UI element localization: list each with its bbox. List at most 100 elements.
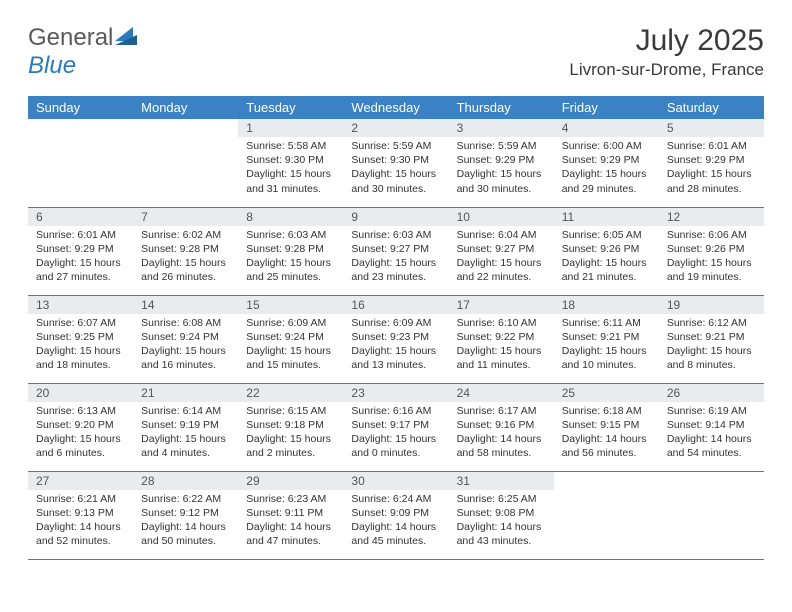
calendar-cell: 4Sunrise: 6:00 AMSunset: 9:29 PMDaylight… bbox=[554, 119, 659, 207]
day-number: 18 bbox=[554, 296, 659, 314]
day-data: Sunrise: 6:24 AMSunset: 9:09 PMDaylight:… bbox=[343, 490, 448, 555]
calendar-cell: 24Sunrise: 6:17 AMSunset: 9:16 PMDayligh… bbox=[449, 383, 554, 471]
calendar-cell: 27Sunrise: 6:21 AMSunset: 9:13 PMDayligh… bbox=[28, 471, 133, 559]
day-data: Sunrise: 6:09 AMSunset: 9:23 PMDaylight:… bbox=[343, 314, 448, 379]
calendar-cell: 14Sunrise: 6:08 AMSunset: 9:24 PMDayligh… bbox=[133, 295, 238, 383]
page-title: July 2025 bbox=[569, 24, 764, 58]
day-number: 13 bbox=[28, 296, 133, 314]
day-data: Sunrise: 6:17 AMSunset: 9:16 PMDaylight:… bbox=[449, 402, 554, 467]
logo-word-blue: Blue bbox=[28, 52, 76, 79]
calendar-cell: 9Sunrise: 6:03 AMSunset: 9:27 PMDaylight… bbox=[343, 207, 448, 295]
logo-text: General Blue bbox=[28, 24, 137, 80]
calendar-cell: 30Sunrise: 6:24 AMSunset: 9:09 PMDayligh… bbox=[343, 471, 448, 559]
day-data: Sunrise: 6:06 AMSunset: 9:26 PMDaylight:… bbox=[659, 226, 764, 291]
calendar-cell: 1Sunrise: 5:58 AMSunset: 9:30 PMDaylight… bbox=[238, 119, 343, 207]
page-subtitle: Livron-sur-Drome, France bbox=[569, 60, 764, 80]
title-block: July 2025 Livron-sur-Drome, France bbox=[569, 24, 764, 80]
day-number: 26 bbox=[659, 384, 764, 402]
calendar-cell: 6Sunrise: 6:01 AMSunset: 9:29 PMDaylight… bbox=[28, 207, 133, 295]
day-number: 25 bbox=[554, 384, 659, 402]
calendar-cell: 29Sunrise: 6:23 AMSunset: 9:11 PMDayligh… bbox=[238, 471, 343, 559]
calendar-cell: 21Sunrise: 6:14 AMSunset: 9:19 PMDayligh… bbox=[133, 383, 238, 471]
day-data: Sunrise: 6:05 AMSunset: 9:26 PMDaylight:… bbox=[554, 226, 659, 291]
day-number: 28 bbox=[133, 472, 238, 490]
calendar-cell bbox=[659, 471, 764, 559]
day-data: Sunrise: 6:21 AMSunset: 9:13 PMDaylight:… bbox=[28, 490, 133, 555]
day-data: Sunrise: 6:03 AMSunset: 9:28 PMDaylight:… bbox=[238, 226, 343, 291]
day-data: Sunrise: 6:00 AMSunset: 9:29 PMDaylight:… bbox=[554, 137, 659, 202]
day-header-sunday: Sunday bbox=[28, 96, 133, 119]
calendar-week-row: 1Sunrise: 5:58 AMSunset: 9:30 PMDaylight… bbox=[28, 119, 764, 207]
day-data: Sunrise: 6:12 AMSunset: 9:21 PMDaylight:… bbox=[659, 314, 764, 379]
day-data: Sunrise: 6:08 AMSunset: 9:24 PMDaylight:… bbox=[133, 314, 238, 379]
day-number: 30 bbox=[343, 472, 448, 490]
day-data: Sunrise: 6:23 AMSunset: 9:11 PMDaylight:… bbox=[238, 490, 343, 555]
day-header-friday: Friday bbox=[554, 96, 659, 119]
day-number: 27 bbox=[28, 472, 133, 490]
day-data: Sunrise: 6:19 AMSunset: 9:14 PMDaylight:… bbox=[659, 402, 764, 467]
calendar-cell: 7Sunrise: 6:02 AMSunset: 9:28 PMDaylight… bbox=[133, 207, 238, 295]
day-number: 14 bbox=[133, 296, 238, 314]
day-number: 5 bbox=[659, 119, 764, 137]
day-number: 6 bbox=[28, 208, 133, 226]
day-data: Sunrise: 6:01 AMSunset: 9:29 PMDaylight:… bbox=[28, 226, 133, 291]
day-number: 29 bbox=[238, 472, 343, 490]
day-number: 22 bbox=[238, 384, 343, 402]
calendar-cell: 19Sunrise: 6:12 AMSunset: 9:21 PMDayligh… bbox=[659, 295, 764, 383]
calendar-cell: 2Sunrise: 5:59 AMSunset: 9:30 PMDaylight… bbox=[343, 119, 448, 207]
day-number: 31 bbox=[449, 472, 554, 490]
day-number: 2 bbox=[343, 119, 448, 137]
logo-word-general: General bbox=[28, 24, 113, 51]
day-data: Sunrise: 5:59 AMSunset: 9:30 PMDaylight:… bbox=[343, 137, 448, 202]
day-number: 21 bbox=[133, 384, 238, 402]
calendar-cell: 28Sunrise: 6:22 AMSunset: 9:12 PMDayligh… bbox=[133, 471, 238, 559]
day-number: 7 bbox=[133, 208, 238, 226]
day-header-wednesday: Wednesday bbox=[343, 96, 448, 119]
day-number: 4 bbox=[554, 119, 659, 137]
calendar-cell: 11Sunrise: 6:05 AMSunset: 9:26 PMDayligh… bbox=[554, 207, 659, 295]
calendar-cell: 3Sunrise: 5:59 AMSunset: 9:29 PMDaylight… bbox=[449, 119, 554, 207]
day-data: Sunrise: 6:04 AMSunset: 9:27 PMDaylight:… bbox=[449, 226, 554, 291]
day-number: 24 bbox=[449, 384, 554, 402]
calendar-cell: 18Sunrise: 6:11 AMSunset: 9:21 PMDayligh… bbox=[554, 295, 659, 383]
day-header-tuesday: Tuesday bbox=[238, 96, 343, 119]
calendar-week-row: 13Sunrise: 6:07 AMSunset: 9:25 PMDayligh… bbox=[28, 295, 764, 383]
day-data: Sunrise: 6:15 AMSunset: 9:18 PMDaylight:… bbox=[238, 402, 343, 467]
day-number: 19 bbox=[659, 296, 764, 314]
day-number: 8 bbox=[238, 208, 343, 226]
day-number: 1 bbox=[238, 119, 343, 137]
calendar-table: SundayMondayTuesdayWednesdayThursdayFrid… bbox=[28, 96, 764, 560]
day-number: 17 bbox=[449, 296, 554, 314]
calendar-body: 1Sunrise: 5:58 AMSunset: 9:30 PMDaylight… bbox=[28, 119, 764, 559]
day-data: Sunrise: 5:59 AMSunset: 9:29 PMDaylight:… bbox=[449, 137, 554, 202]
calendar-week-row: 6Sunrise: 6:01 AMSunset: 9:29 PMDaylight… bbox=[28, 207, 764, 295]
day-data: Sunrise: 6:10 AMSunset: 9:22 PMDaylight:… bbox=[449, 314, 554, 379]
day-data: Sunrise: 6:03 AMSunset: 9:27 PMDaylight:… bbox=[343, 226, 448, 291]
calendar-cell: 12Sunrise: 6:06 AMSunset: 9:26 PMDayligh… bbox=[659, 207, 764, 295]
calendar-cell bbox=[133, 119, 238, 207]
day-number: 11 bbox=[554, 208, 659, 226]
day-number: 15 bbox=[238, 296, 343, 314]
calendar-cell: 5Sunrise: 6:01 AMSunset: 9:29 PMDaylight… bbox=[659, 119, 764, 207]
day-data: Sunrise: 6:18 AMSunset: 9:15 PMDaylight:… bbox=[554, 402, 659, 467]
calendar-cell: 17Sunrise: 6:10 AMSunset: 9:22 PMDayligh… bbox=[449, 295, 554, 383]
calendar-cell: 10Sunrise: 6:04 AMSunset: 9:27 PMDayligh… bbox=[449, 207, 554, 295]
day-number: 20 bbox=[28, 384, 133, 402]
header: General Blue July 2025 Livron-sur-Drome,… bbox=[28, 24, 764, 80]
day-data: Sunrise: 6:07 AMSunset: 9:25 PMDaylight:… bbox=[28, 314, 133, 379]
calendar-week-row: 27Sunrise: 6:21 AMSunset: 9:13 PMDayligh… bbox=[28, 471, 764, 559]
calendar-cell: 16Sunrise: 6:09 AMSunset: 9:23 PMDayligh… bbox=[343, 295, 448, 383]
logo: General Blue bbox=[28, 24, 137, 80]
day-data: Sunrise: 5:58 AMSunset: 9:30 PMDaylight:… bbox=[238, 137, 343, 202]
day-data: Sunrise: 6:22 AMSunset: 9:12 PMDaylight:… bbox=[133, 490, 238, 555]
calendar-cell: 13Sunrise: 6:07 AMSunset: 9:25 PMDayligh… bbox=[28, 295, 133, 383]
day-data: Sunrise: 6:13 AMSunset: 9:20 PMDaylight:… bbox=[28, 402, 133, 467]
day-header-thursday: Thursday bbox=[449, 96, 554, 119]
calendar-cell: 31Sunrise: 6:25 AMSunset: 9:08 PMDayligh… bbox=[449, 471, 554, 559]
day-number: 10 bbox=[449, 208, 554, 226]
day-header-saturday: Saturday bbox=[659, 96, 764, 119]
day-data: Sunrise: 6:11 AMSunset: 9:21 PMDaylight:… bbox=[554, 314, 659, 379]
day-number: 16 bbox=[343, 296, 448, 314]
calendar-cell: 25Sunrise: 6:18 AMSunset: 9:15 PMDayligh… bbox=[554, 383, 659, 471]
calendar-cell: 26Sunrise: 6:19 AMSunset: 9:14 PMDayligh… bbox=[659, 383, 764, 471]
